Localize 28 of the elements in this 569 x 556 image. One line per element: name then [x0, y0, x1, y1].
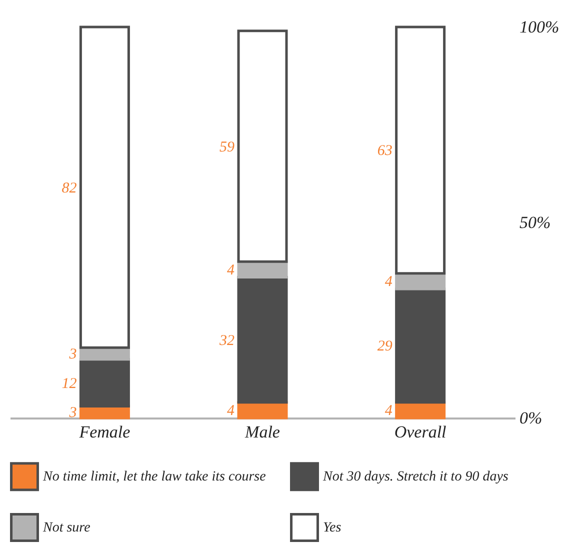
- legend-label: Not 30 days. Stretch it to 90 days: [322, 470, 509, 485]
- data-label: 12: [62, 376, 78, 392]
- data-label: 59: [220, 139, 235, 156]
- bar: [237, 276, 288, 404]
- data-label: 32: [218, 332, 235, 349]
- y-tick-label: 0%: [520, 408, 542, 428]
- x-tick-label: Male: [244, 422, 280, 442]
- legend-label: Not sure: [42, 520, 90, 536]
- y-tick-label: 50%: [520, 213, 551, 232]
- legend-label: Yes: [323, 520, 342, 536]
- bar: [395, 288, 446, 404]
- x-tick-label: Female: [78, 422, 131, 442]
- data-label: 4: [227, 403, 235, 420]
- bar: [395, 26, 446, 275]
- x-tick-label: Overall: [394, 422, 447, 442]
- legend-label: No time limit, let the law take its course: [42, 470, 266, 485]
- data-label: 4: [384, 274, 393, 290]
- y-tick-label: 100%: [520, 18, 560, 36]
- data-label: 3: [68, 346, 77, 362]
- data-label: 3: [68, 405, 77, 422]
- bar: [237, 30, 288, 263]
- data-label: 4: [384, 403, 393, 420]
- data-label: 29: [377, 338, 393, 355]
- data-label: 82: [62, 180, 78, 196]
- bar: [79, 358, 130, 408]
- data-label: 4: [227, 262, 235, 278]
- bar: [79, 26, 130, 349]
- data-label: 63: [377, 143, 392, 160]
